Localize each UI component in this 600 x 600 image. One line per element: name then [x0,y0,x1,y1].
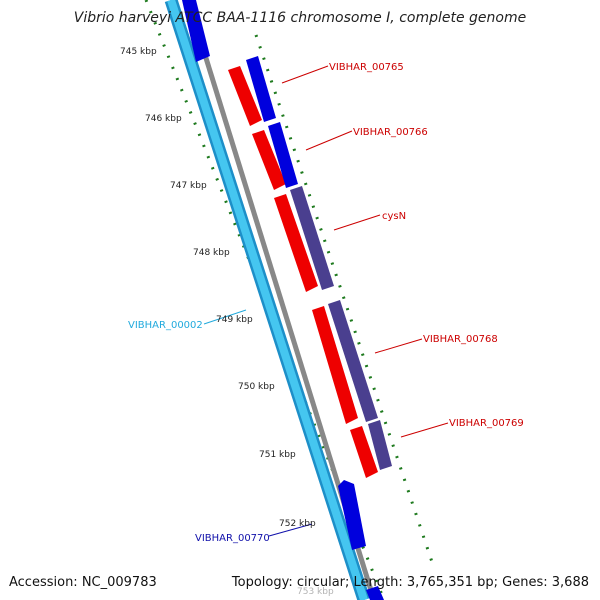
tick-label-750: 750 kbp [238,382,275,392]
gene-label-vibhar-00770: VIBHAR_00770 [195,533,270,544]
tick-label-746: 746 kbp [145,114,182,124]
gene-label-vibhar-00765: VIBHAR_00765 [329,62,404,73]
gene-block-bottom-blue [366,586,384,600]
gene-label-vibhar-00002: VIBHAR_00002 [128,320,203,331]
gene-vibhar-00766-forward [252,130,286,190]
gene-vibhar-00768-purple [328,300,378,422]
gene-vibhar-00766-reverse [268,122,298,188]
gene-vibhar-00770-reverse [338,480,366,550]
callout-line-vibhar-00765 [281,65,329,84]
callout-line-vibhar-00768 [374,338,423,354]
tick-label-752: 752 kbp [279,519,316,529]
outer-ruler-track [254,34,436,569]
map-title: Vibrio harveyi ATCC BAA-1116 chromosome … [74,10,526,26]
callout-line-vibhar-00002 [203,309,247,325]
gene-vibhar-00765-reverse [246,56,276,122]
topology-text: Topology: circular; Length: 3,765,351 bp… [231,575,589,590]
gene-label-cysn: cysN [382,211,406,222]
cyan-gene-track-fill [167,0,368,600]
callout-line-vibhar-00766 [305,130,353,151]
gene-label-vibhar-00769: VIBHAR_00769 [449,418,524,429]
tick-label-751: 751 kbp [259,450,296,460]
callout-line-cysn [333,214,381,231]
gene-label-vibhar-00766: VIBHAR_00766 [353,127,428,138]
tick-label-745: 745 kbp [120,47,157,57]
gene-vibhar-00769-forward [350,426,378,478]
gene-vibhar-00769-purple [368,420,392,470]
tick-label-749: 749 kbp [216,315,253,325]
gene-label-vibhar-00768: VIBHAR_00768 [423,334,498,345]
gene-vibhar-00765-forward [228,66,262,126]
callout-line-vibhar-00769 [400,422,449,438]
tick-label-753: 753 kbp [297,587,334,597]
gene-cysn-purple [290,186,334,290]
accession-text: Accession: NC_009783 [9,575,157,590]
tick-label-747: 747 kbp [170,181,207,191]
gene-vibhar-00768-forward [312,306,358,424]
gene-block-top-blue [182,0,210,62]
gene-cysn-forward [274,194,318,292]
tick-label-748: 748 kbp [193,248,230,258]
callout-line-vibhar-00770 [268,523,313,537]
